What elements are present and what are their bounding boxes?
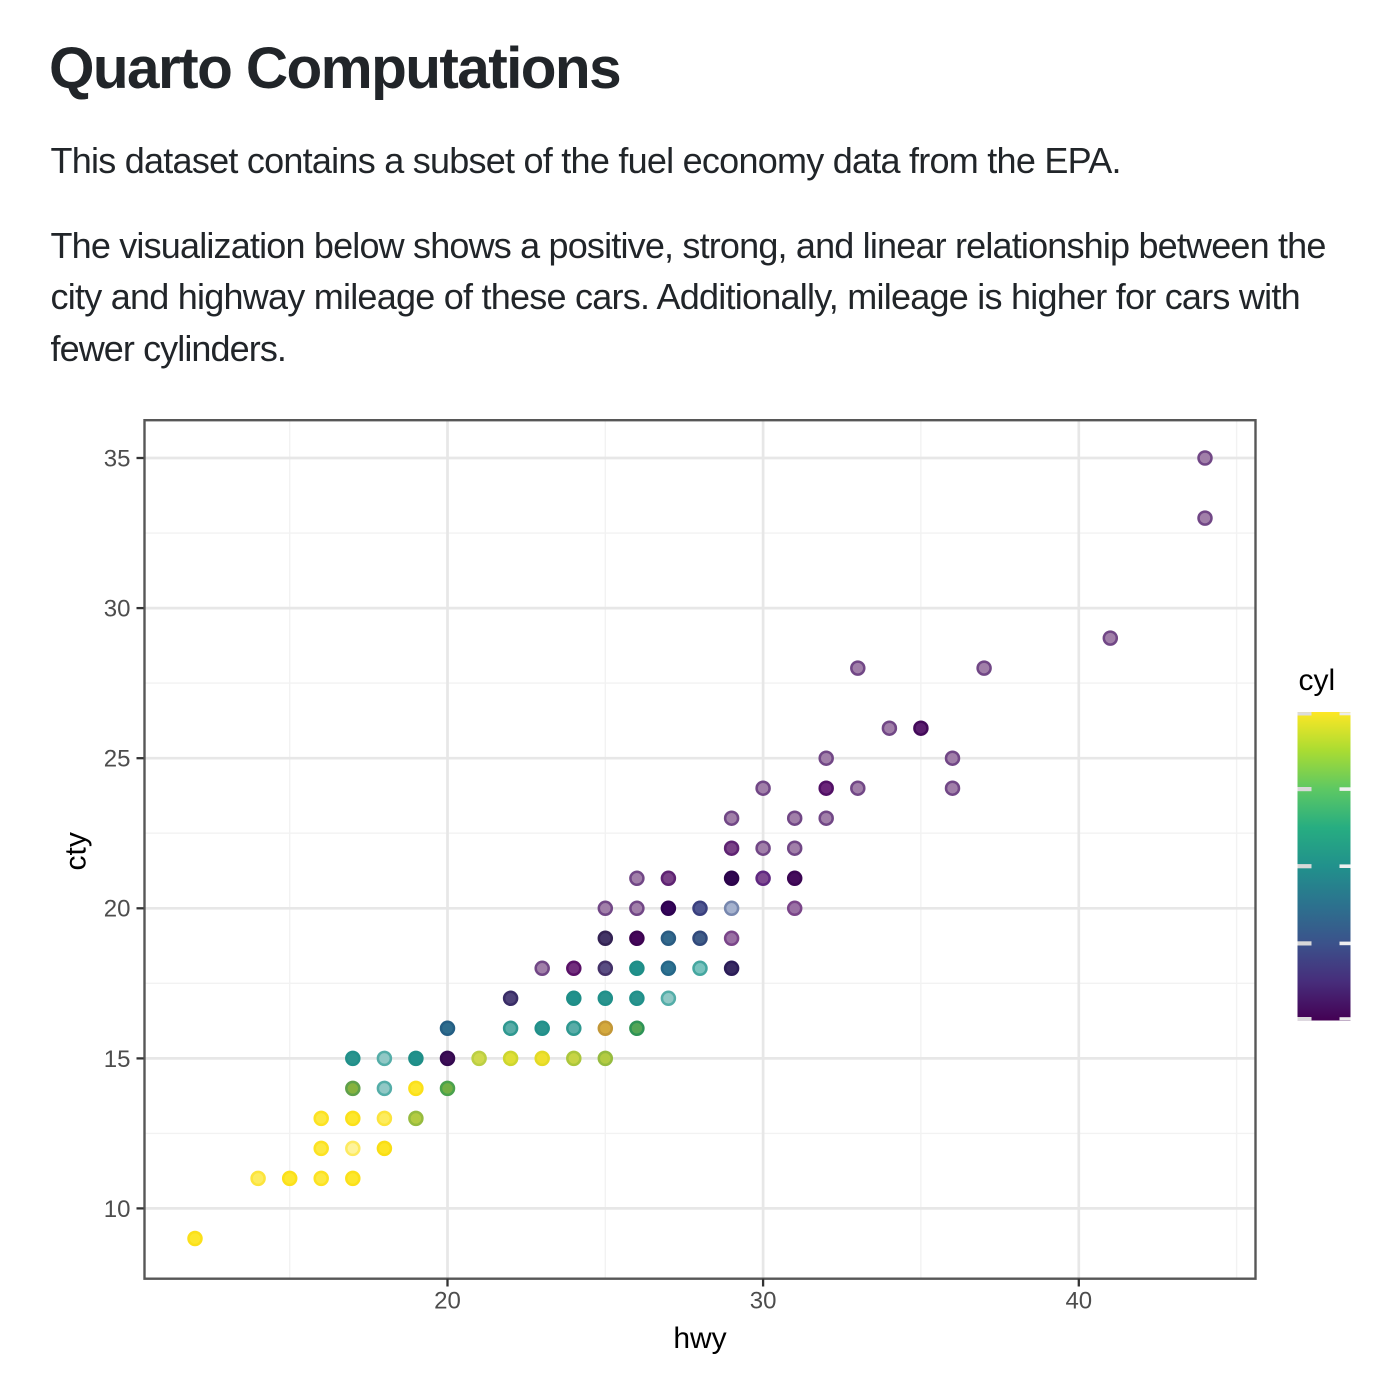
svg-text:30: 30	[104, 596, 131, 623]
svg-text:35: 35	[104, 445, 131, 472]
svg-text:15: 15	[104, 1046, 131, 1073]
svg-text:hwy: hwy	[673, 1322, 726, 1355]
svg-text:20: 20	[434, 1288, 461, 1315]
svg-text:25: 25	[104, 746, 131, 773]
svg-text:30: 30	[750, 1288, 777, 1315]
svg-text:10: 10	[104, 1196, 131, 1223]
svg-text:cyl: cyl	[1299, 664, 1336, 697]
svg-text:40: 40	[1065, 1288, 1092, 1315]
svg-text:cty: cty	[60, 832, 93, 870]
svg-text:20: 20	[104, 896, 131, 923]
